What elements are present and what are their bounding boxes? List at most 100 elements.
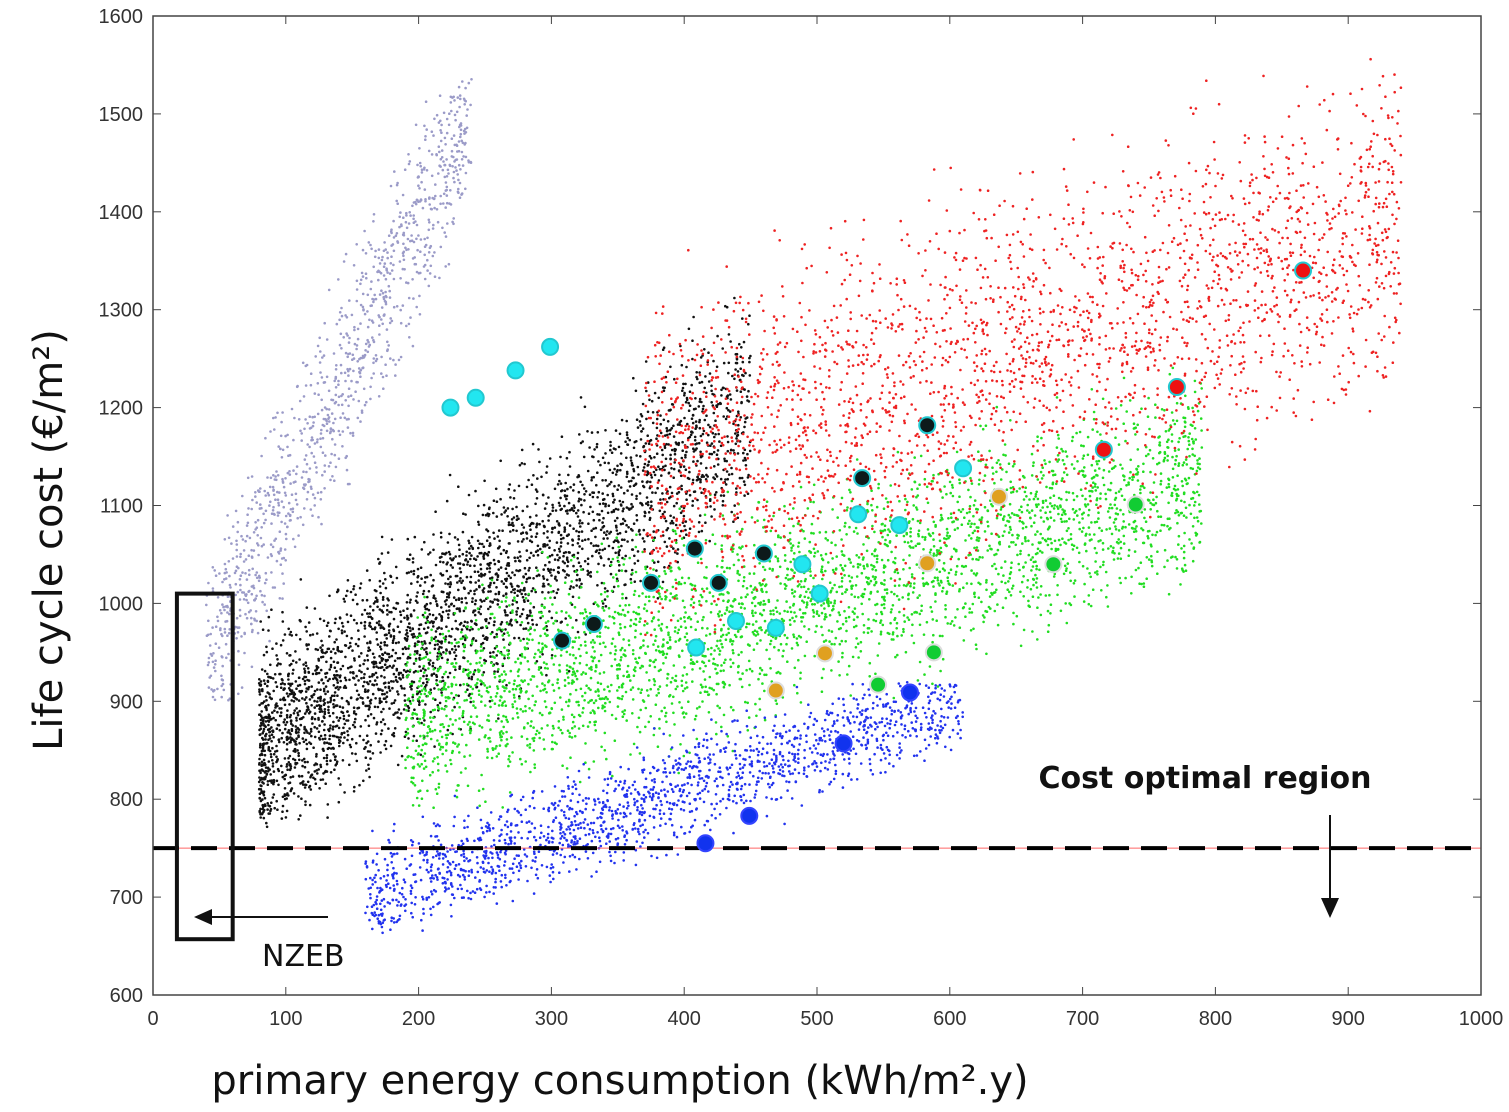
cloud-point [297,731,300,734]
cloud-point [630,493,634,496]
cloud-point [488,583,492,587]
cloud-point [353,710,356,713]
cloud-point [347,395,350,398]
cloud-point [532,577,535,580]
cloud-point [1095,503,1098,507]
cloud-point [542,568,545,571]
cloud-point [713,493,717,497]
cloud-point [321,436,325,440]
cloud-point [734,368,737,371]
cloud-point [741,360,745,364]
cloud-point [395,669,399,672]
cloud-point [292,695,295,699]
cloud-point [613,484,616,488]
cloud-point [295,687,298,690]
cloud-point [477,579,481,582]
cloud-point [422,681,425,685]
cloud-point [367,615,370,619]
cloud-point [369,757,372,760]
cloud-point [235,539,238,543]
cloud-point [223,538,227,541]
cloud-point [279,698,282,701]
cloud-point [907,597,910,601]
cloud-point [297,534,300,537]
cloud-point [347,404,350,408]
cloud-point [332,421,335,425]
cloud-point [609,440,612,444]
cloud-point [644,442,648,445]
cloud-point [459,168,462,171]
cloud-point [414,202,418,206]
cloud-point [425,128,429,131]
cloud-point [389,317,393,320]
cloud-point [709,498,712,501]
cloud-point [945,492,948,496]
cloud-point [698,514,702,517]
cloud-point [729,658,732,661]
cloud-point [481,634,485,637]
cloud-point [301,677,305,681]
cloud-point [567,501,571,505]
cloud-point [361,684,365,688]
cloud-point [287,761,291,764]
cloud-point [265,825,269,829]
cloud-point [272,505,275,509]
cloud-point [254,528,257,531]
cloud-point [496,603,500,606]
cloud-point [620,418,624,422]
cloud-point [577,561,581,564]
cloud-point [715,475,719,478]
cloud-point [569,601,572,605]
cloud-point [389,634,393,637]
cloud-point [381,692,384,696]
cloud-point [389,357,392,360]
cloud-point [632,376,635,380]
cloud-point [332,720,335,724]
cloud-point [906,500,909,504]
cloud-point [829,601,833,604]
cloud-point [333,673,336,677]
cloud-point [724,304,727,308]
cloud-point [416,640,420,643]
cloud-point [346,334,349,337]
cloud-point [489,561,492,565]
cloud-point [735,358,739,361]
cloud-point [297,735,300,739]
cloud-point [398,676,401,680]
cloud-point [320,398,324,402]
cloud-point [694,397,697,400]
cloud-point [590,478,593,482]
cloud-point [841,655,844,659]
cloud-point [619,452,623,455]
cloud-point [698,420,701,424]
cloud-point [577,537,581,541]
cloud-point [385,691,389,694]
cloud-point [726,440,730,444]
cloud-point [211,695,215,699]
cloud-point [271,765,275,768]
cloud-point [596,431,600,434]
cloud-point [458,548,461,551]
cloud-point [615,536,618,539]
cloud-point [400,754,404,758]
cloud-point [297,818,301,821]
cloud-point [409,598,412,602]
cloud-point [376,705,380,709]
cloud-point [445,609,448,613]
cloud-point [724,483,728,486]
cloud-point [432,637,436,641]
cloud-point [301,523,305,527]
cloud-point [337,429,341,433]
cloud-point [390,319,394,323]
cloud-point [352,706,356,709]
cloud-point [267,723,270,727]
cloud-point [591,659,595,663]
cloud-point [722,415,725,418]
cloud-point [313,392,317,395]
cloud-point [1100,529,1104,532]
cloud-point [364,718,367,722]
cloud-point [576,630,580,634]
cloud-point [394,679,398,682]
cloud-point [315,769,319,772]
cloud-point [236,530,239,534]
